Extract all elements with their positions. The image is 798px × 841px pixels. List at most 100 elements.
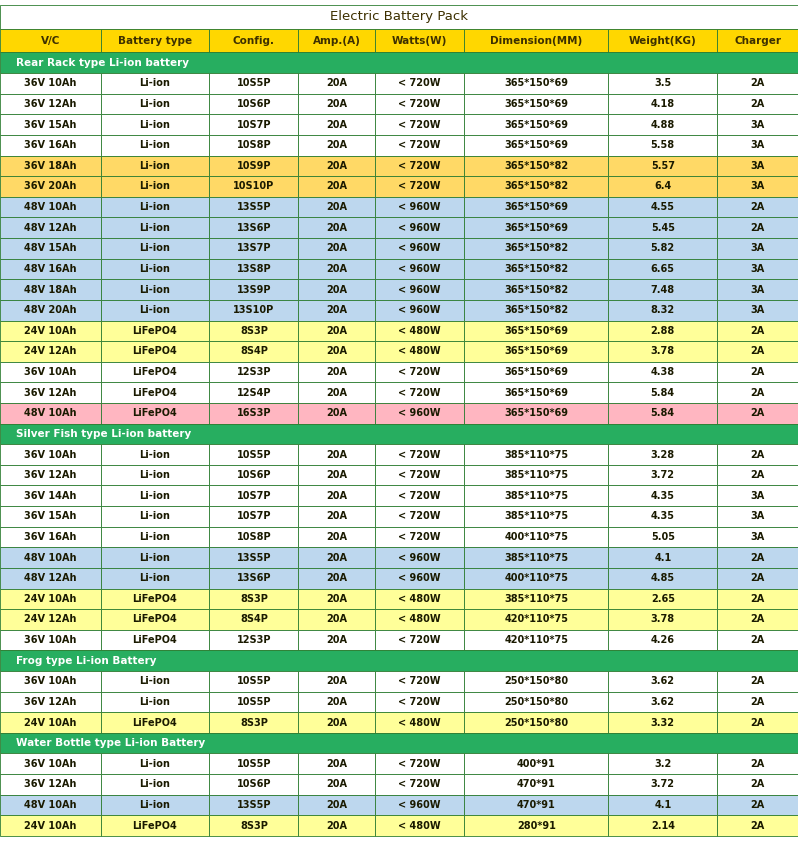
Text: 36V 15Ah: 36V 15Ah (24, 511, 77, 521)
Bar (0, 300, 101, 320)
Text: 20A: 20A (326, 223, 347, 233)
Bar (0, 218, 101, 238)
Bar (464, 383, 608, 403)
Text: < 480W: < 480W (398, 821, 441, 831)
Text: < 720W: < 720W (398, 140, 440, 151)
Bar (375, 774, 464, 795)
Text: 385*110*75: 385*110*75 (504, 553, 568, 563)
Bar (464, 526, 608, 547)
Bar (101, 630, 209, 650)
Bar (464, 568, 608, 589)
Bar (375, 320, 464, 341)
Text: 2A: 2A (750, 800, 764, 810)
Bar (375, 630, 464, 650)
Text: 20A: 20A (326, 532, 347, 542)
Text: Battery type: Battery type (118, 35, 192, 45)
Bar (375, 341, 464, 362)
Bar (717, 341, 798, 362)
Text: LiFePO4: LiFePO4 (132, 408, 177, 418)
Bar (0, 568, 101, 589)
Text: 365*150*82: 365*150*82 (504, 305, 568, 315)
Text: Amp.(A): Amp.(A) (313, 35, 361, 45)
Text: Li-ion: Li-ion (140, 284, 171, 294)
Bar (717, 403, 798, 424)
Bar (464, 114, 608, 135)
Text: 3A: 3A (750, 491, 764, 500)
Bar (0, 362, 101, 383)
Text: 20A: 20A (326, 346, 347, 357)
Text: Li-ion: Li-ion (140, 119, 171, 130)
Text: 3A: 3A (750, 511, 764, 521)
Text: 20A: 20A (326, 325, 347, 336)
Bar (101, 114, 209, 135)
Text: 20A: 20A (326, 243, 347, 253)
Text: 365*150*69: 365*150*69 (504, 408, 568, 418)
Bar (464, 465, 608, 485)
Bar (717, 609, 798, 630)
Text: 3.32: 3.32 (651, 717, 675, 727)
Text: 20A: 20A (326, 284, 347, 294)
Bar (464, 691, 608, 712)
Text: 20A: 20A (326, 388, 347, 398)
Bar (0, 630, 101, 650)
Bar (298, 362, 375, 383)
Bar (608, 589, 717, 609)
Bar (0, 774, 101, 795)
Text: 4.18: 4.18 (650, 99, 675, 109)
Bar (464, 754, 608, 774)
Bar (101, 197, 209, 218)
Bar (209, 568, 298, 589)
Text: 365*150*69: 365*150*69 (504, 223, 568, 233)
Text: 13S7P: 13S7P (237, 243, 271, 253)
Text: 250*150*80: 250*150*80 (504, 717, 568, 727)
Text: Li-ion: Li-ion (140, 780, 171, 790)
Text: 2A: 2A (750, 325, 764, 336)
Bar (209, 300, 298, 320)
Bar (0, 485, 101, 506)
Text: 36V 10Ah: 36V 10Ah (24, 635, 77, 645)
Text: 5.57: 5.57 (651, 161, 675, 171)
Text: Dimension(MM): Dimension(MM) (490, 35, 583, 45)
Text: Li-ion: Li-ion (140, 243, 171, 253)
Text: Li-ion: Li-ion (140, 182, 171, 192)
Text: 2A: 2A (750, 367, 764, 377)
Bar (608, 795, 717, 815)
Bar (375, 609, 464, 630)
Text: < 960W: < 960W (398, 223, 440, 233)
Bar (298, 568, 375, 589)
Text: Electric Battery Pack: Electric Battery Pack (330, 10, 468, 24)
Text: < 960W: < 960W (398, 574, 440, 583)
Text: 20A: 20A (326, 697, 347, 707)
Text: 2A: 2A (750, 202, 764, 212)
Text: < 720W: < 720W (398, 532, 440, 542)
Text: Li-ion: Li-ion (140, 553, 171, 563)
Bar (298, 444, 375, 465)
Text: 3A: 3A (750, 305, 764, 315)
Text: 3.62: 3.62 (651, 676, 675, 686)
Text: 10S6P: 10S6P (237, 470, 271, 480)
Bar (464, 712, 608, 733)
Text: < 720W: < 720W (398, 759, 440, 769)
Text: Config.: Config. (233, 35, 275, 45)
Text: < 960W: < 960W (398, 243, 440, 253)
Text: 2A: 2A (750, 388, 764, 398)
Text: 5.05: 5.05 (651, 532, 675, 542)
Bar (0, 238, 101, 259)
Bar (608, 691, 717, 712)
Text: 36V 16Ah: 36V 16Ah (24, 532, 77, 542)
Text: < 720W: < 720W (398, 780, 440, 790)
Text: 13S9P: 13S9P (237, 284, 271, 294)
Text: 3A: 3A (750, 264, 764, 274)
Bar (0, 73, 101, 93)
Bar (464, 403, 608, 424)
Bar (101, 465, 209, 485)
Bar (717, 176, 798, 197)
Text: 20A: 20A (326, 511, 347, 521)
Text: 2A: 2A (750, 78, 764, 88)
Text: 365*150*69: 365*150*69 (504, 346, 568, 357)
Text: 6.65: 6.65 (651, 264, 675, 274)
Bar (608, 630, 717, 650)
Bar (608, 774, 717, 795)
Text: Silver Fish type Li-ion battery: Silver Fish type Li-ion battery (16, 429, 192, 439)
Bar (375, 383, 464, 403)
